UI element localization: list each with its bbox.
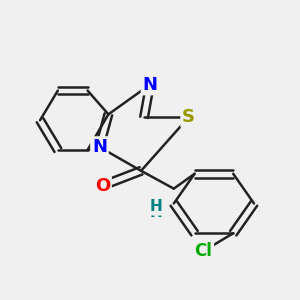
Text: H: H bbox=[150, 205, 162, 220]
Text: S: S bbox=[182, 108, 195, 126]
Text: N: N bbox=[92, 138, 107, 156]
Text: N: N bbox=[142, 76, 158, 94]
Text: O: O bbox=[95, 177, 110, 195]
Text: H: H bbox=[150, 199, 162, 214]
Text: Cl: Cl bbox=[195, 242, 212, 260]
